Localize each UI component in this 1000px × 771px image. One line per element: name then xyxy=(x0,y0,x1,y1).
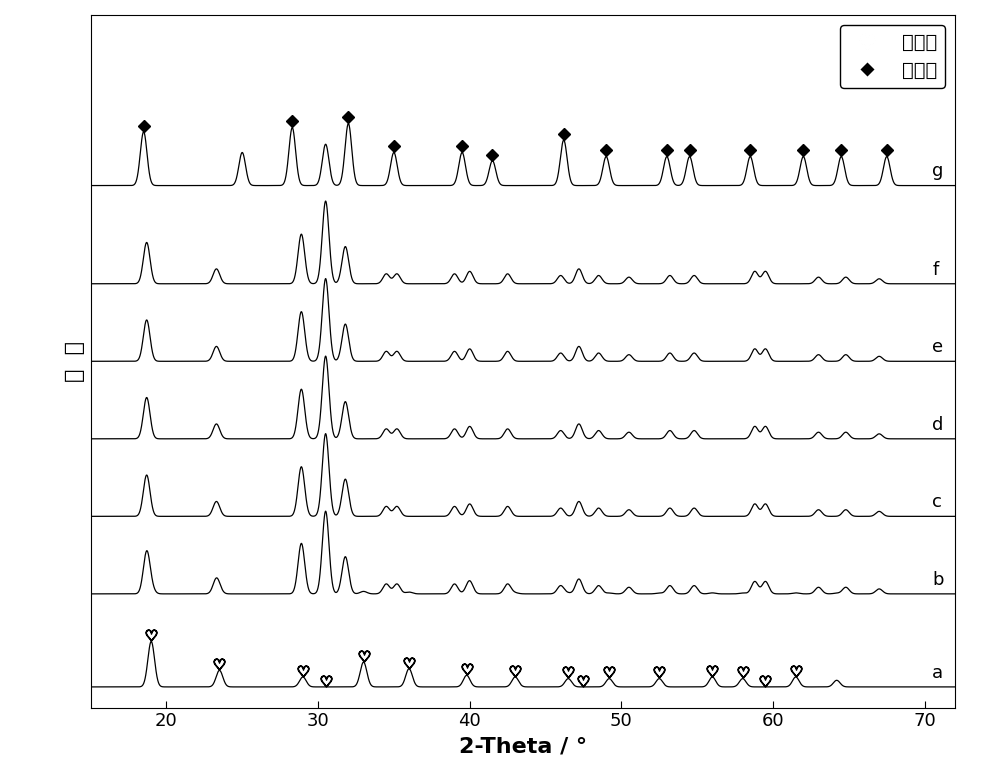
Text: a: a xyxy=(932,664,943,682)
Text: f: f xyxy=(932,261,939,278)
Y-axis label: 强  度: 强 度 xyxy=(65,341,85,382)
Text: d: d xyxy=(932,416,944,433)
Text: c: c xyxy=(932,493,942,511)
X-axis label: 2-Theta / °: 2-Theta / ° xyxy=(459,736,587,756)
Text: g: g xyxy=(932,163,944,180)
Text: b: b xyxy=(932,571,944,589)
Text: e: e xyxy=(932,338,943,356)
Legend: 单斜相, 四方相: 单斜相, 四方相 xyxy=(840,25,945,88)
